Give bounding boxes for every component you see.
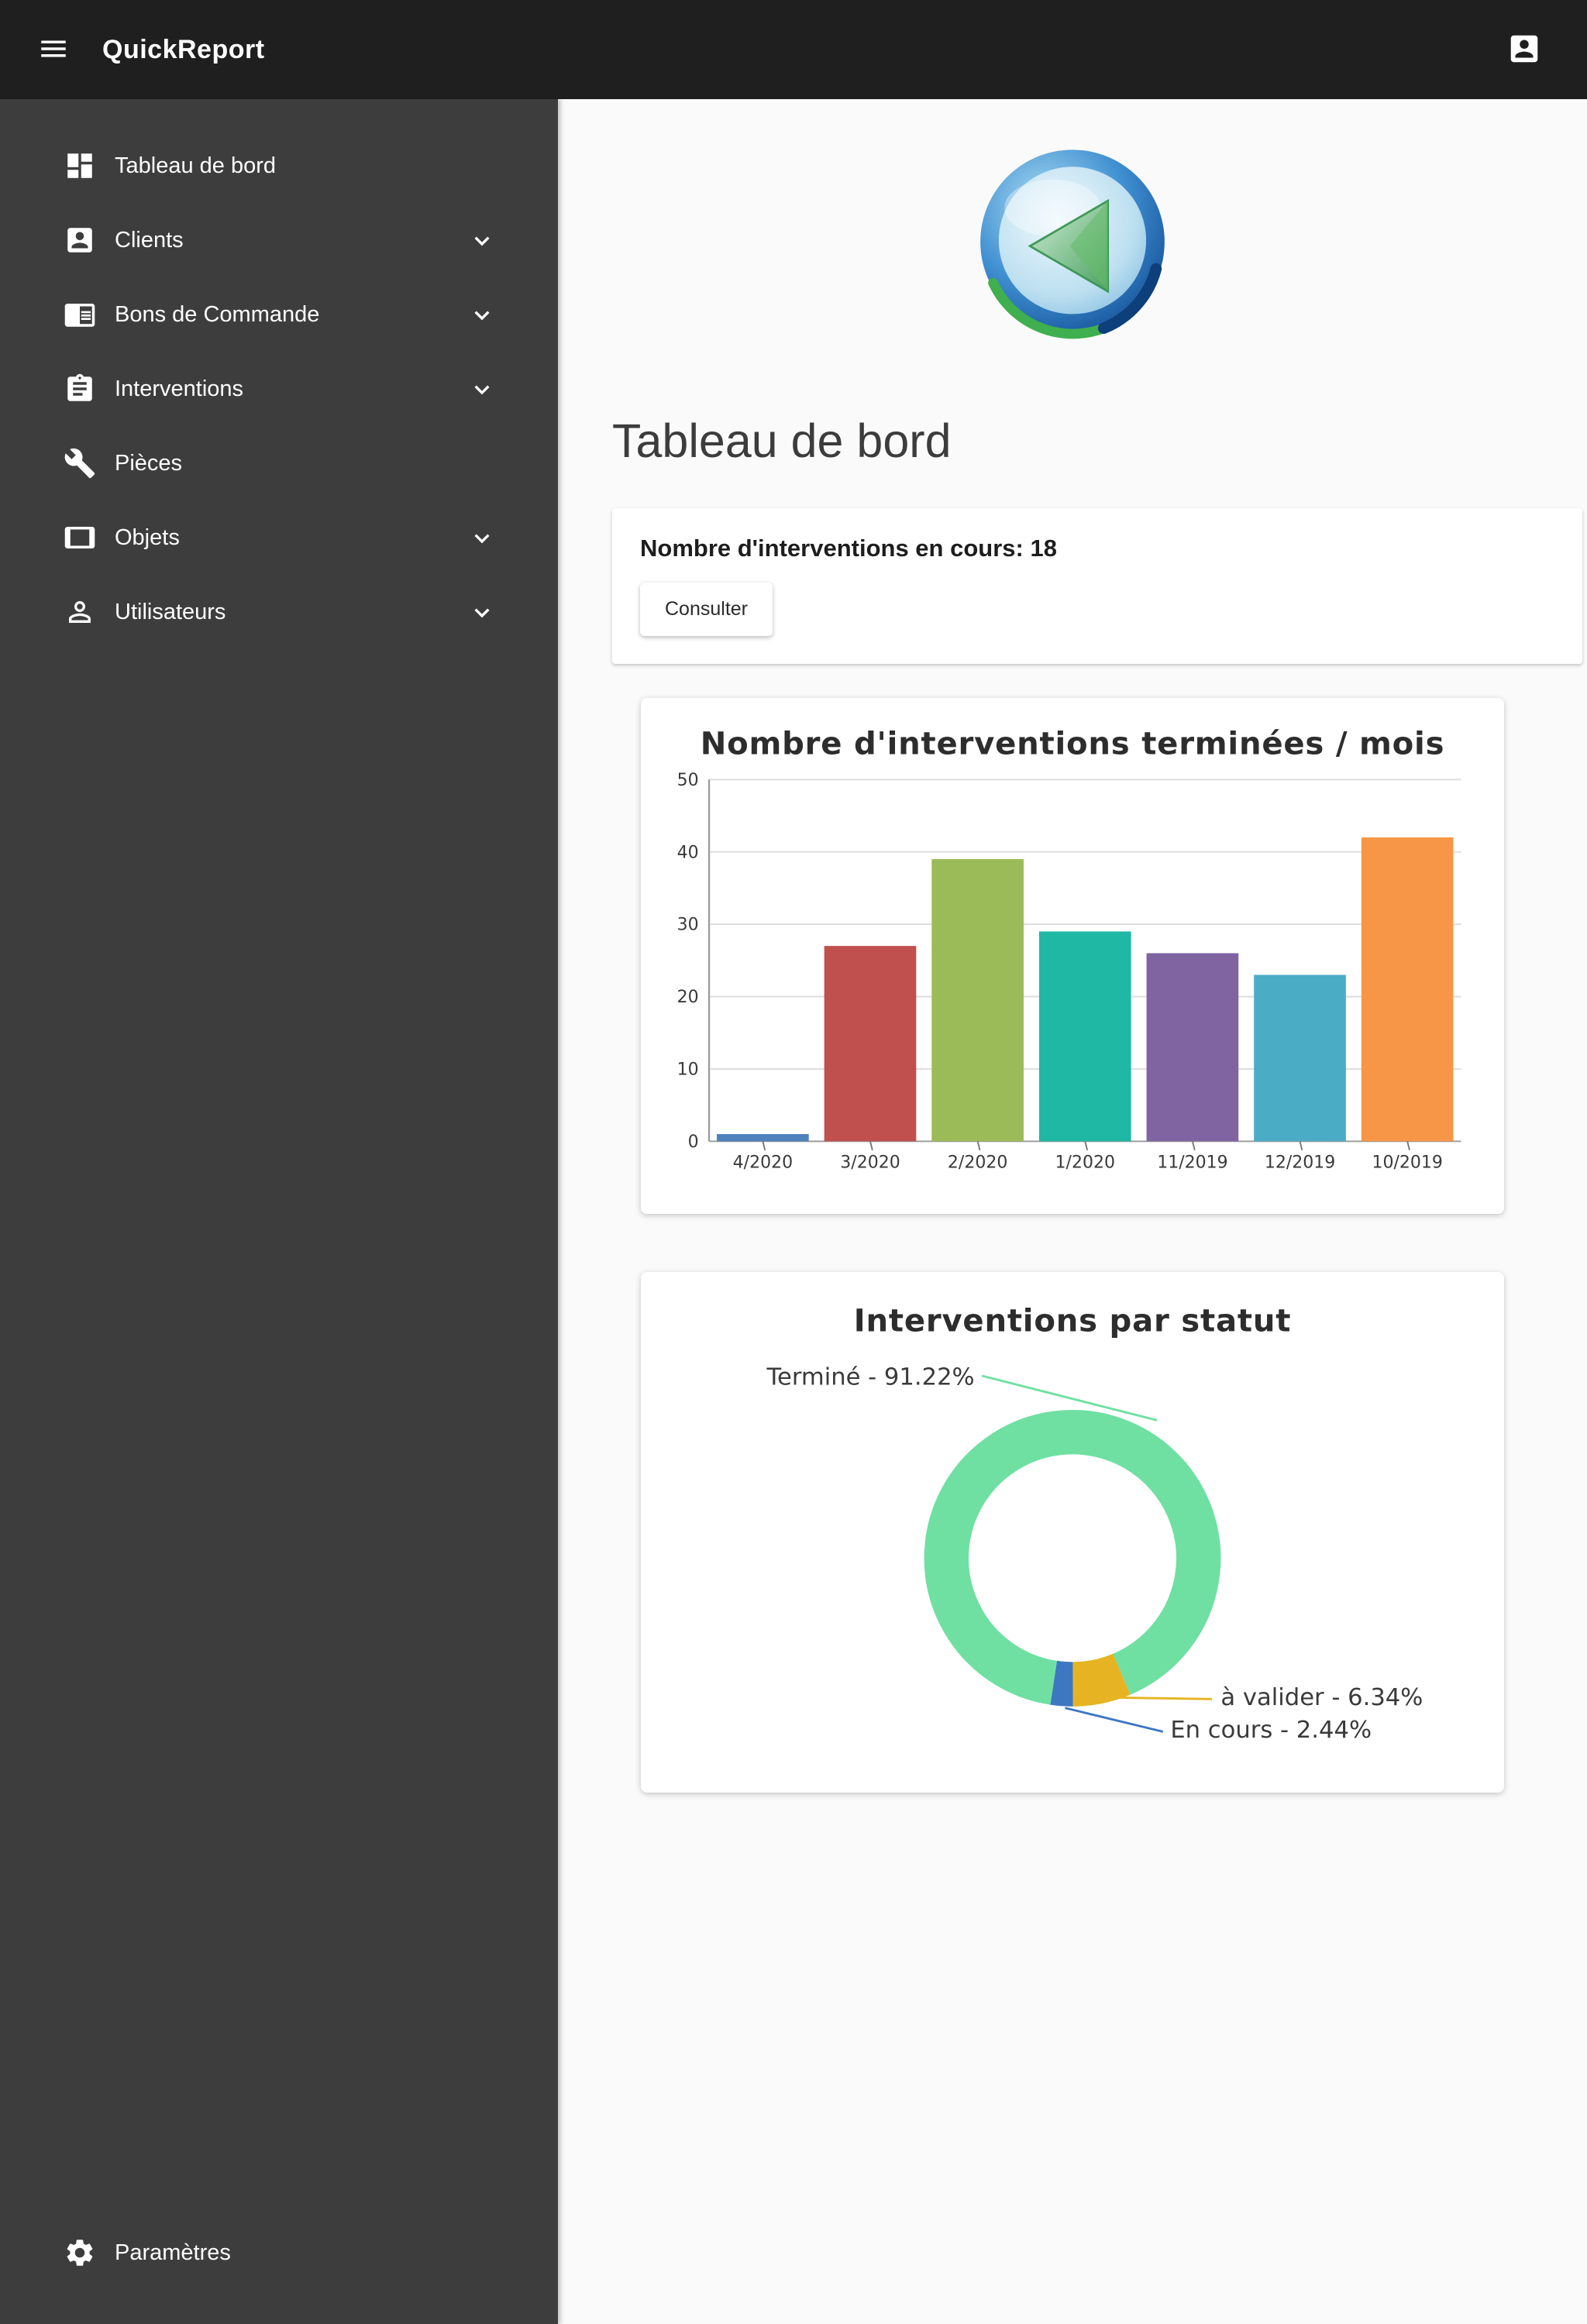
chevron-down-icon <box>466 522 497 553</box>
account-button[interactable] <box>1506 31 1542 69</box>
svg-text:11/2019: 11/2019 <box>1157 1153 1227 1173</box>
bar-chart: Nombre d'interventions terminées / mois … <box>677 727 1461 1173</box>
sidebar-item-parametres[interactable]: Paramètres <box>0 2216 558 2290</box>
orders-icon <box>64 298 96 331</box>
svg-text:3/2020: 3/2020 <box>840 1153 900 1173</box>
gear-icon <box>64 2236 96 2269</box>
sidebar-item-interventions[interactable]: Interventions <box>0 352 558 426</box>
svg-text:10: 10 <box>677 1061 699 1080</box>
sidebar-item-utilisateurs[interactable]: Utilisateurs <box>0 575 558 649</box>
bar-chart-card: Nombre d'interventions terminées / mois … <box>641 698 1504 1215</box>
svg-text:1/2020: 1/2020 <box>1055 1153 1115 1173</box>
donut-chart-card: Interventions par statut Terminé - 91.22… <box>641 1272 1504 1793</box>
sidebar-item-objets[interactable]: Objets <box>0 500 558 575</box>
bar-chart-title: Nombre d'interventions terminées / mois <box>701 727 1445 762</box>
sidebar-item-clients[interactable]: Clients <box>0 203 558 277</box>
svg-text:50: 50 <box>677 771 699 790</box>
dashboard-icon <box>64 150 96 182</box>
sidebar-item-bons-de-commande[interactable]: Bons de Commande <box>0 277 558 352</box>
svg-text:40: 40 <box>677 843 699 862</box>
sidebar-item-label: Interventions <box>115 376 244 401</box>
svg-text:30: 30 <box>677 916 699 935</box>
chevron-down-icon <box>466 373 497 404</box>
chevron-down-icon <box>466 299 497 330</box>
donut-chart-title: Interventions par statut <box>854 1304 1291 1339</box>
clients-icon <box>64 224 96 256</box>
donut-chart: Interventions par statut Terminé - 91.22… <box>766 1304 1423 1744</box>
sidebar-item-label: Pièces <box>115 450 183 476</box>
svg-text:0: 0 <box>688 1133 699 1152</box>
sidebar-item-label: Utilisateurs <box>115 599 226 624</box>
sidebar-item-label: Clients <box>115 227 184 253</box>
app-logo <box>973 144 1172 342</box>
sidebar-item-label: Tableau de bord <box>115 153 276 178</box>
sidebar-item-label: Bons de Commande <box>115 301 320 327</box>
svg-text:4/2020: 4/2020 <box>733 1153 793 1173</box>
page-title: Tableau de bord <box>612 414 952 467</box>
main-content: Tableau de bord Nombre d'interventions e… <box>558 99 1587 2324</box>
account-icon <box>1506 31 1542 69</box>
chevron-down-icon <box>466 596 497 627</box>
interventions-icon <box>64 373 96 405</box>
slice-label-a-valider: à valider - 6.34% <box>1220 1684 1423 1711</box>
sidebar-item-dashboard[interactable]: Tableau de bord <box>0 129 558 203</box>
leader-line-a-valider <box>1112 1697 1212 1700</box>
svg-text:2/2020: 2/2020 <box>948 1153 1007 1173</box>
app-title: QuickReport <box>102 34 265 64</box>
chevron-down-icon <box>466 225 497 256</box>
leader-line-termine <box>981 1374 1158 1422</box>
svg-text:12/2019: 12/2019 <box>1265 1153 1335 1173</box>
summary-card: Nombre d'interventions en cours: 18 Cons… <box>612 508 1582 664</box>
sidebar-item-pieces[interactable]: Pièces <box>0 426 558 500</box>
app-bar: QuickReport <box>0 0 1587 99</box>
sidebar-item-label: Paramètres <box>115 2240 231 2265</box>
leader-line-en-cours <box>1065 1707 1164 1733</box>
tablet-icon <box>64 521 96 554</box>
sidebar-item-label: Objets <box>115 524 180 550</box>
svg-text:20: 20 <box>677 988 699 1007</box>
sidebar: Tableau de bord Clients Bons de Commande <box>0 99 558 2324</box>
consulter-button[interactable]: Consulter <box>640 583 773 636</box>
slice-label-termine: Terminé - 91.22% <box>766 1364 975 1391</box>
menu-button[interactable] <box>37 33 70 67</box>
svg-text:10/2019: 10/2019 <box>1372 1153 1442 1173</box>
slice-label-en-cours: En cours - 2.44% <box>1170 1717 1372 1744</box>
interventions-count-text: Nombre d'interventions en cours: 18 <box>640 535 1057 562</box>
person-icon <box>64 596 96 628</box>
hamburger-icon <box>37 33 70 67</box>
wrench-icon <box>64 447 96 480</box>
